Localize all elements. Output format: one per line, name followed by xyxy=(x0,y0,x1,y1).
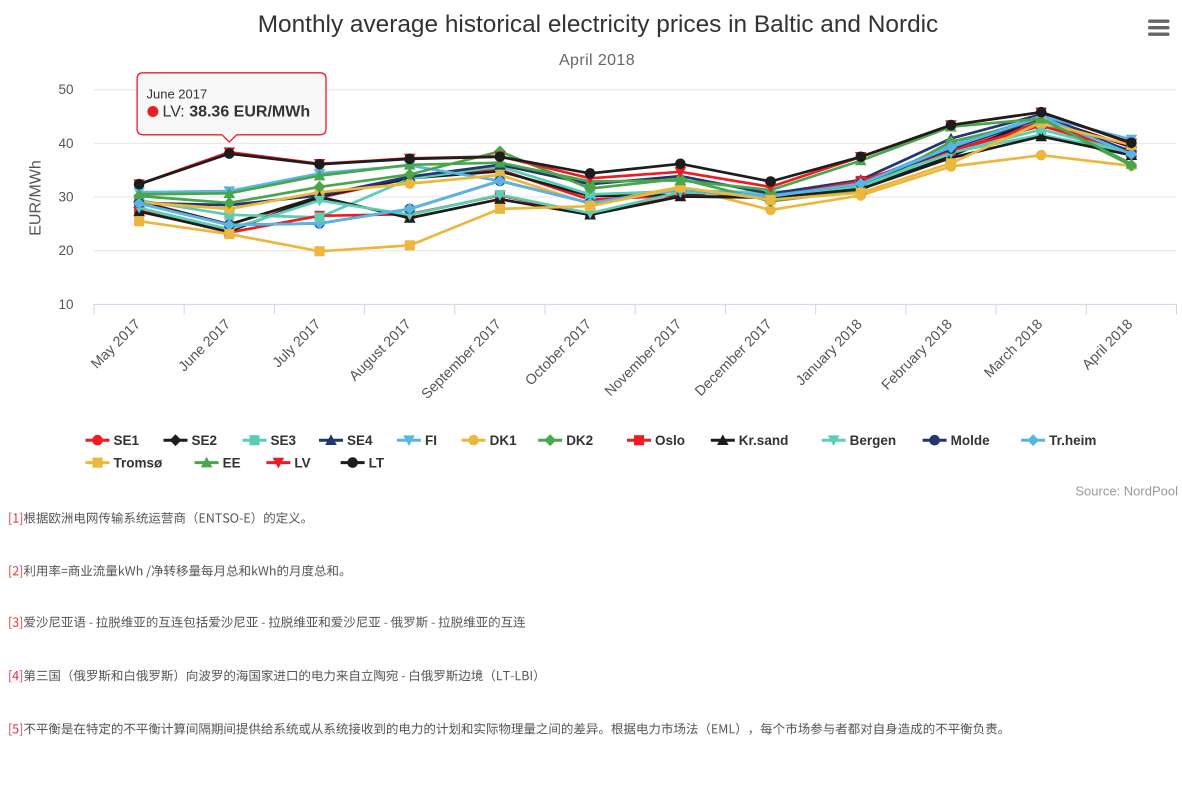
svg-text:Oslo: Oslo xyxy=(655,433,685,448)
svg-text:March 2018: March 2018 xyxy=(981,316,1046,381)
svg-text:10: 10 xyxy=(58,297,73,312)
svg-text:June 2017: June 2017 xyxy=(176,316,235,375)
svg-text:FI: FI xyxy=(425,433,437,448)
svg-text:20: 20 xyxy=(58,243,73,258)
svg-text:DK1: DK1 xyxy=(490,433,517,448)
svg-text:40: 40 xyxy=(58,136,73,151)
svg-text:Tr.heim: Tr.heim xyxy=(1049,433,1096,448)
svg-text:Source: NordPool: Source: NordPool xyxy=(1075,484,1178,499)
svg-text:SE3: SE3 xyxy=(271,433,297,448)
svg-text:EUR/MWh: EUR/MWh xyxy=(28,160,45,236)
svg-text:September 2017: September 2017 xyxy=(419,316,505,402)
svg-text:SE2: SE2 xyxy=(192,433,218,448)
svg-text:January 2018: January 2018 xyxy=(793,316,866,389)
svg-text:Kr.sand: Kr.sand xyxy=(739,433,789,448)
svg-text:Molde: Molde xyxy=(951,433,990,448)
svg-text:October 2017: October 2017 xyxy=(522,316,595,389)
svg-text:December 2017: December 2017 xyxy=(692,316,775,399)
svg-text:April 2018: April 2018 xyxy=(1079,316,1136,373)
svg-text:SE1: SE1 xyxy=(114,433,140,448)
svg-text:50: 50 xyxy=(58,82,73,97)
svg-text:November 2017: November 2017 xyxy=(602,316,685,399)
svg-text:July 2017: July 2017 xyxy=(270,316,325,371)
svg-text:June 2017: June 2017 xyxy=(147,87,208,102)
svg-text:SE4: SE4 xyxy=(347,433,373,448)
svg-text:30: 30 xyxy=(58,190,73,205)
svg-text:February 2018: February 2018 xyxy=(879,316,956,393)
svg-text:Bergen: Bergen xyxy=(850,433,897,448)
svg-text:LV: LV xyxy=(294,455,310,470)
svg-text:LV: 38.36 EUR/MWh: LV: 38.36 EUR/MWh xyxy=(163,104,311,121)
svg-text:DK2: DK2 xyxy=(566,433,593,448)
svg-text:Monthly average historical ele: Monthly average historical electricity p… xyxy=(258,11,939,38)
svg-text:LT: LT xyxy=(369,455,385,470)
svg-text:EE: EE xyxy=(223,455,241,470)
svg-text:August 2017: August 2017 xyxy=(346,316,414,384)
svg-text:May 2017: May 2017 xyxy=(88,316,144,372)
svg-text:Tromsø: Tromsø xyxy=(114,455,164,470)
svg-text:April 2018: April 2018 xyxy=(559,52,635,69)
